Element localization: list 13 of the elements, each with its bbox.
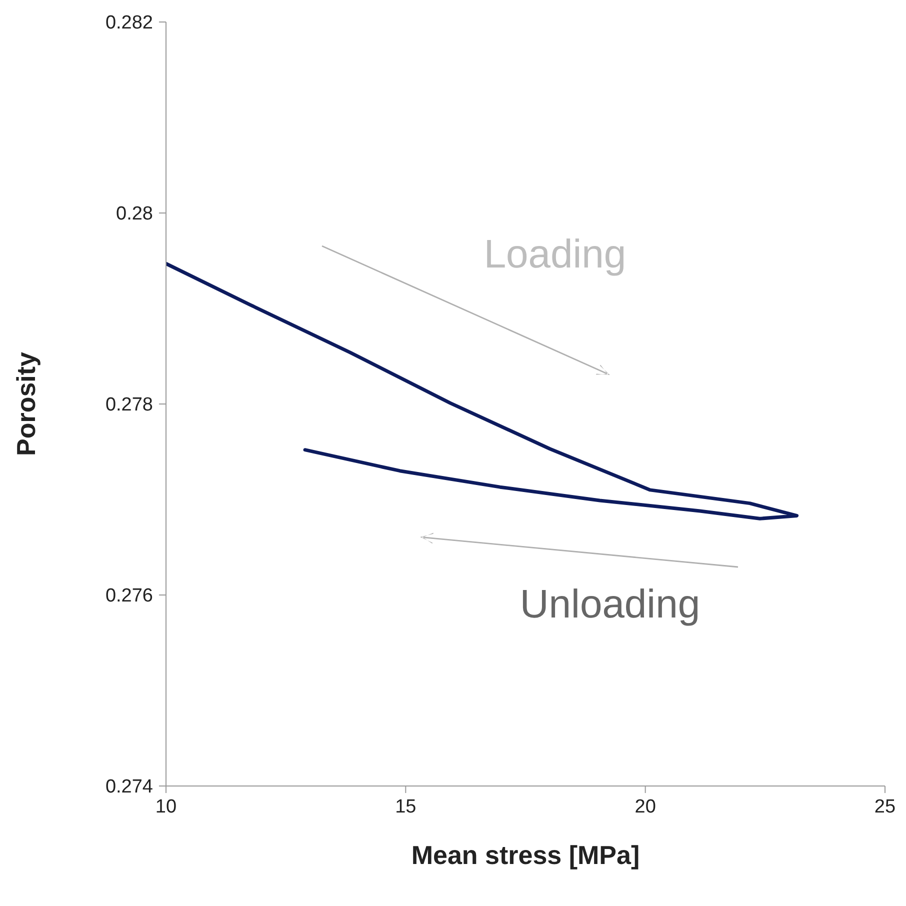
x-axis-title: Mean stress [MPa]	[411, 840, 640, 870]
y-tick-label: 0.28	[116, 204, 153, 225]
annotation: Unloading	[520, 582, 700, 627]
annotation: Loading	[484, 232, 626, 277]
y-tick-label: 0.278	[105, 394, 153, 416]
x-tick-label: 25	[874, 796, 896, 818]
y-tick-label: 0.274	[105, 776, 154, 798]
x-tick-label: 20	[634, 796, 656, 818]
y-axis-title: Porosity	[11, 351, 42, 456]
y-tick-label: 0.276	[105, 586, 153, 607]
x-tick-label: 10	[155, 796, 177, 818]
y-tick-label: 0.282	[105, 12, 153, 34]
x-tick-label: 15	[395, 796, 416, 818]
